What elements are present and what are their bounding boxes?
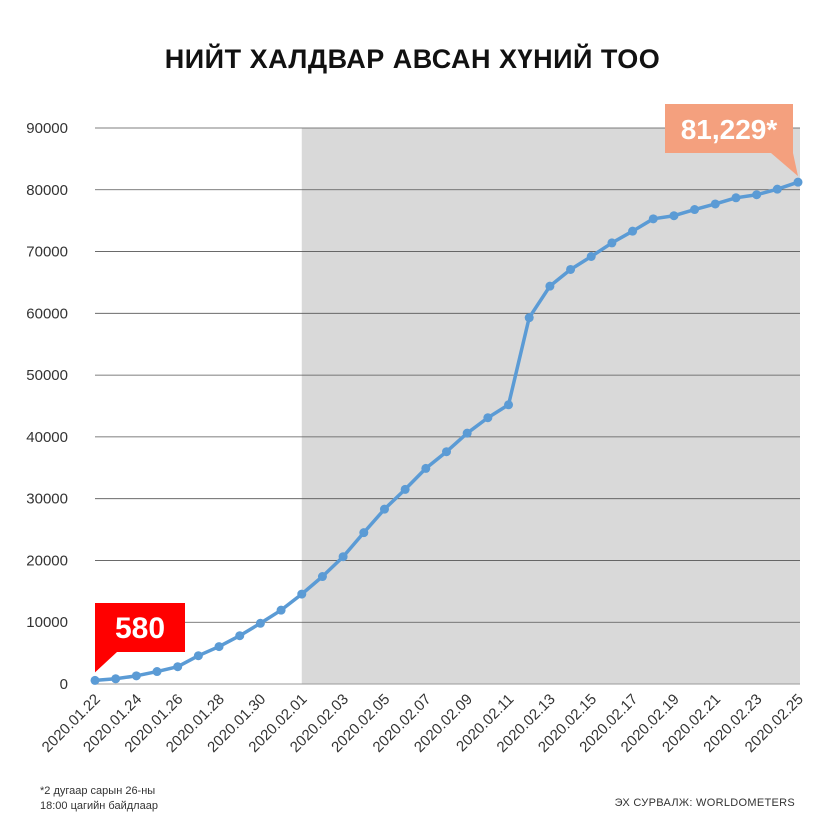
data-point bbox=[628, 226, 638, 236]
data-point bbox=[235, 631, 245, 641]
data-point bbox=[297, 589, 307, 599]
y-tick-label: 80000 bbox=[26, 182, 68, 199]
shaded-region bbox=[301, 128, 800, 684]
data-point bbox=[710, 199, 720, 209]
footnote-line-2: 18:00 цагийн байдлаар bbox=[40, 800, 158, 812]
data-point bbox=[421, 463, 431, 473]
y-tick-label: 70000 bbox=[26, 244, 68, 261]
callout-end-box bbox=[665, 104, 798, 177]
data-point bbox=[214, 642, 224, 652]
data-point bbox=[462, 428, 472, 438]
source-credit: ЭХ СУРВАЛЖ: WORLDOMETERS bbox=[614, 797, 795, 809]
data-point bbox=[317, 572, 327, 582]
data-point bbox=[276, 605, 286, 615]
data-point bbox=[793, 177, 803, 187]
callout-start-box bbox=[95, 603, 185, 673]
y-tick-label: 60000 bbox=[26, 305, 68, 322]
y-tick-label: 40000 bbox=[26, 429, 68, 446]
callout-start-label: 580 bbox=[115, 612, 165, 645]
data-point bbox=[731, 193, 741, 203]
y-tick-label: 10000 bbox=[26, 614, 68, 631]
y-tick-label: 90000 bbox=[26, 120, 68, 137]
data-point bbox=[442, 447, 451, 457]
data-point bbox=[772, 184, 782, 194]
y-tick-label: 50000 bbox=[26, 367, 68, 384]
data-point bbox=[752, 190, 762, 200]
footnote: *2 дугаар сарын 26-ны 18:00 цагийн байдл… bbox=[40, 784, 158, 814]
data-point bbox=[586, 251, 596, 261]
data-point bbox=[255, 618, 265, 628]
data-point bbox=[524, 313, 534, 323]
data-point bbox=[648, 214, 658, 224]
chart-title: НИЙТ ХАЛДВАР АВСАН ХҮНИЙ ТОО bbox=[164, 44, 661, 74]
y-tick-label: 20000 bbox=[26, 552, 68, 569]
data-point bbox=[338, 552, 348, 562]
data-point bbox=[379, 504, 389, 514]
data-point bbox=[193, 651, 203, 661]
data-point bbox=[545, 281, 555, 291]
data-point bbox=[504, 400, 514, 410]
data-point bbox=[131, 671, 141, 681]
data-point bbox=[607, 238, 617, 248]
data-point bbox=[111, 674, 121, 684]
data-point bbox=[173, 662, 183, 672]
data-point bbox=[400, 484, 410, 494]
y-tick-label: 30000 bbox=[26, 491, 68, 508]
y-tick-label: 0 bbox=[60, 676, 68, 693]
footnote-line-1: *2 дугаар сарын 26-ны bbox=[40, 785, 156, 797]
data-point bbox=[90, 675, 100, 685]
callout-end-label: 81,229* bbox=[681, 114, 778, 145]
data-point bbox=[359, 528, 369, 538]
data-point bbox=[152, 667, 162, 677]
data-point bbox=[669, 211, 679, 221]
data-point bbox=[483, 413, 493, 423]
data-point bbox=[566, 264, 576, 274]
data-point bbox=[690, 205, 700, 215]
